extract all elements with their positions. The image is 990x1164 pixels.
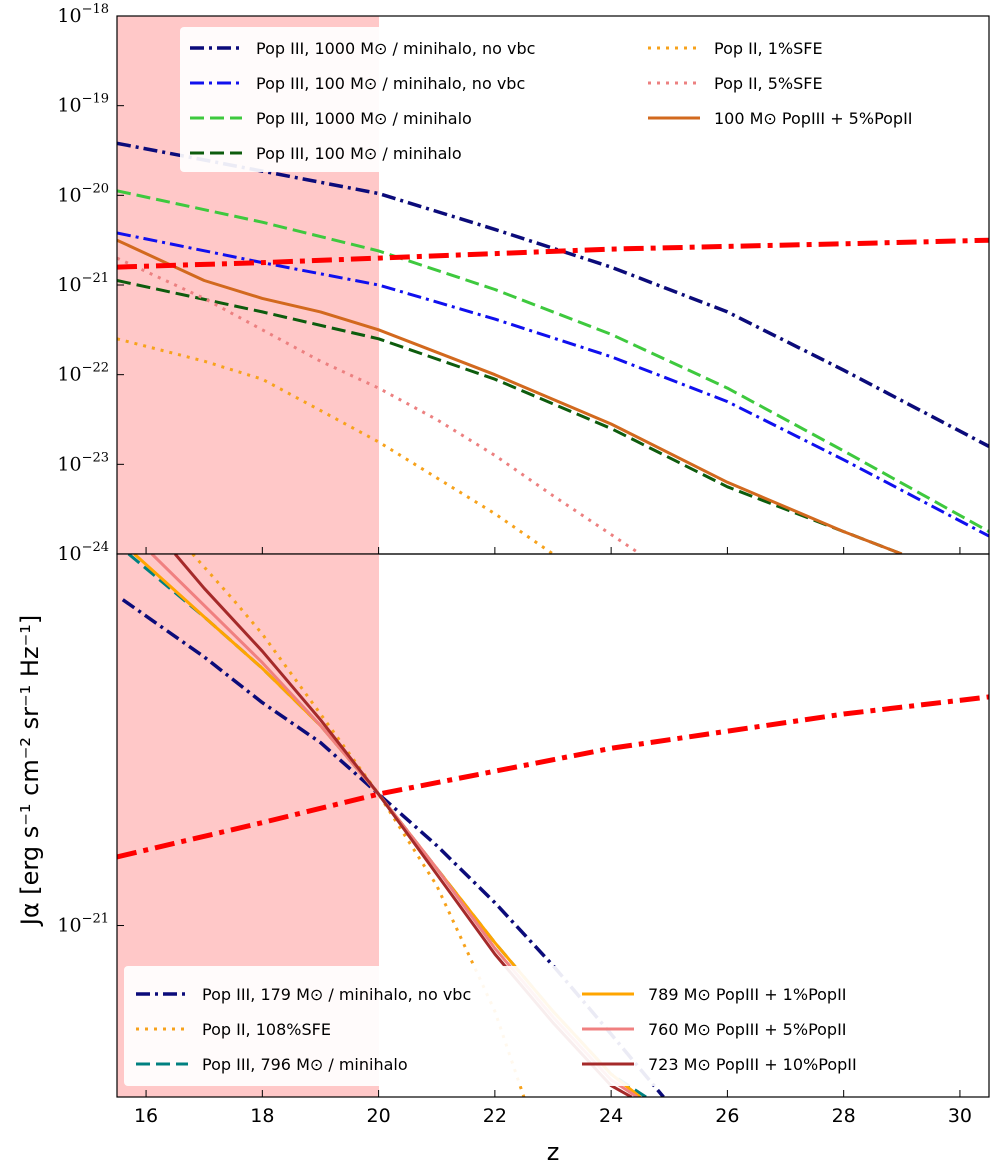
top-legend: Pop III, 1000 M⊙ / minihalo, no vbc Pop I… <box>180 27 980 172</box>
top-ytick-label-5: 10−23 <box>57 450 109 475</box>
x-axis-title: z <box>547 1138 560 1164</box>
top-legend-label-2: Pop III, 1000 M⊙ / minihalo <box>256 109 472 128</box>
top-ytick-label-3: 10−21 <box>57 271 109 296</box>
bottom-legend: Pop III, 179 M⊙ / minihalo, no vbc Pop II… <box>124 966 982 1086</box>
top-series-pop-iii-1000-m-minihalo-no-vbc-0 <box>117 141 989 448</box>
bottom-legend-label-1: Pop II, 108%SFE <box>202 1020 331 1039</box>
top-panel: 10−18 10−19 10−20 10−21 10−22 10−23 10−24 Pop … <box>57 2 990 565</box>
top-y-axis: 10−18 10−19 10−20 10−21 10−22 10−23 10−24 <box>57 2 124 565</box>
xtick-label-3: 22 <box>483 1105 507 1127</box>
bottom-axes-frame <box>116 553 990 1098</box>
top-x-ticks <box>145 547 961 554</box>
xtick-label-2: 20 <box>367 1105 391 1127</box>
top-series-100-m-popiii-5-popii-6 <box>117 238 903 554</box>
top-series-pop-ii-1-sfe-4 <box>117 337 554 554</box>
xtick-label-0: 16 <box>134 1105 158 1127</box>
y-axis-title: Jα [erg s⁻¹ cm⁻² sr⁻¹ Hz⁻¹] <box>16 615 44 927</box>
top-series-pop-iii-1000-m-minihalo-2 <box>117 189 989 533</box>
top-legend-label-5: Pop II, 5%SFE <box>714 74 823 93</box>
top-ytick-label-0: 10−18 <box>57 2 109 27</box>
bottom-legend-label-4: 760 M⊙ PopIII + 5%PopII <box>648 1020 847 1039</box>
bottom-y-axis: 10−21 <box>57 912 124 937</box>
top-ytick-label-1: 10−19 <box>57 92 109 117</box>
top-ytick-label-4: 10−22 <box>57 361 109 386</box>
top-series-group <box>117 141 989 554</box>
bottom-series-pop-iii-179-m-minihalo-no-vbc-0 <box>121 598 665 1097</box>
top-legend-box <box>180 27 980 172</box>
bottom-legend-label-0: Pop III, 179 M⊙ / minihalo, no vbc <box>202 985 471 1004</box>
top-legend-label-4: Pop II, 1%SFE <box>714 39 823 58</box>
xtick-label-6: 28 <box>832 1105 856 1127</box>
top-series-pop-ii-5-sfe-5 <box>117 256 642 554</box>
xtick-label-4: 24 <box>599 1105 623 1127</box>
top-series-threshold-7 <box>117 237 989 270</box>
top-legend-label-1: Pop III, 100 M⊙ / minihalo, no vbc <box>256 74 525 93</box>
bottom-panel: 10−21 16 18 20 22 24 26 28 30 Pop III, 179 M⊙ /… <box>57 553 990 1127</box>
top-series-pop-iii-100-m-minihalo-no-vbc-1 <box>117 231 989 538</box>
top-legend-label-6: 100 M⊙ PopIII + 5%PopII <box>714 109 913 128</box>
bottom-legend-label-2: Pop III, 796 M⊙ / minihalo <box>202 1055 408 1074</box>
bottom-x-axis: 16 18 20 22 24 26 28 30 <box>134 1090 972 1127</box>
top-legend-label-0: Pop III, 1000 M⊙ / minihalo, no vbc <box>256 39 535 58</box>
bottom-legend-label-5: 723 M⊙ PopIII + 10%PopII <box>648 1055 857 1074</box>
top-legend-label-3: Pop III, 100 M⊙ / minihalo <box>256 144 462 163</box>
bottom-ytick-label-0: 10−21 <box>57 912 109 937</box>
bottom-legend-label-3: 789 M⊙ PopIII + 1%PopII <box>648 985 847 1004</box>
xtick-label-1: 18 <box>250 1105 274 1127</box>
bottom-legend-box <box>124 966 982 1086</box>
top-ytick-label-2: 10−20 <box>57 181 109 206</box>
xtick-label-7: 30 <box>948 1105 972 1127</box>
xtick-label-5: 26 <box>715 1105 739 1127</box>
bottom-series-threshold-6 <box>117 694 989 860</box>
top-ytick-label-6: 10−24 <box>57 540 109 565</box>
